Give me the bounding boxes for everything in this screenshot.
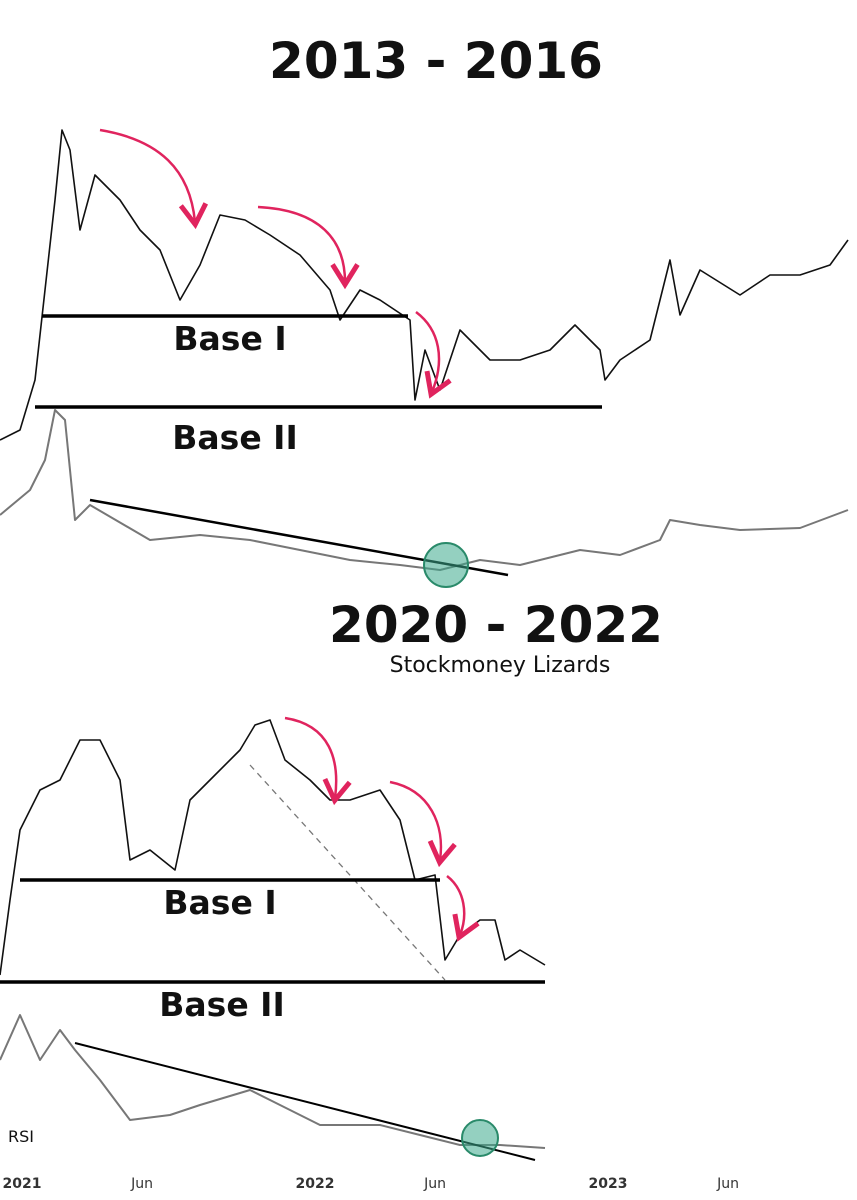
indicator-label: RSI xyxy=(8,1127,34,1146)
arrow xyxy=(415,311,452,399)
arrow xyxy=(257,205,360,290)
rsi-line xyxy=(0,409,849,571)
dashed-line xyxy=(249,764,446,981)
highlight-circle xyxy=(423,542,469,588)
x-label: 2022 xyxy=(296,1176,335,1192)
base-label: Base II xyxy=(172,418,298,457)
top-title: 2013 - 2016 xyxy=(269,32,603,90)
price-line xyxy=(0,129,849,441)
x-label: 2021 xyxy=(3,1176,42,1192)
rsi-line xyxy=(0,1014,546,1149)
arrow xyxy=(284,716,352,806)
bottom-title: 2020 - 2022 xyxy=(329,596,663,654)
x-label: Jun xyxy=(130,1176,153,1192)
arrow xyxy=(99,128,208,230)
trend-line xyxy=(74,1042,536,1161)
price-line xyxy=(0,719,546,976)
base-label: Base II xyxy=(159,985,285,1024)
arrow xyxy=(446,875,480,942)
base-label: Base I xyxy=(163,883,276,922)
x-label: Jun xyxy=(716,1176,739,1192)
highlight-circle xyxy=(461,1119,499,1157)
x-label: 2023 xyxy=(589,1176,628,1192)
base-label: Base I xyxy=(173,319,286,358)
x-label: Jun xyxy=(423,1176,446,1192)
subtitle: Stockmoney Lizards xyxy=(390,653,611,678)
arrow xyxy=(389,780,457,868)
